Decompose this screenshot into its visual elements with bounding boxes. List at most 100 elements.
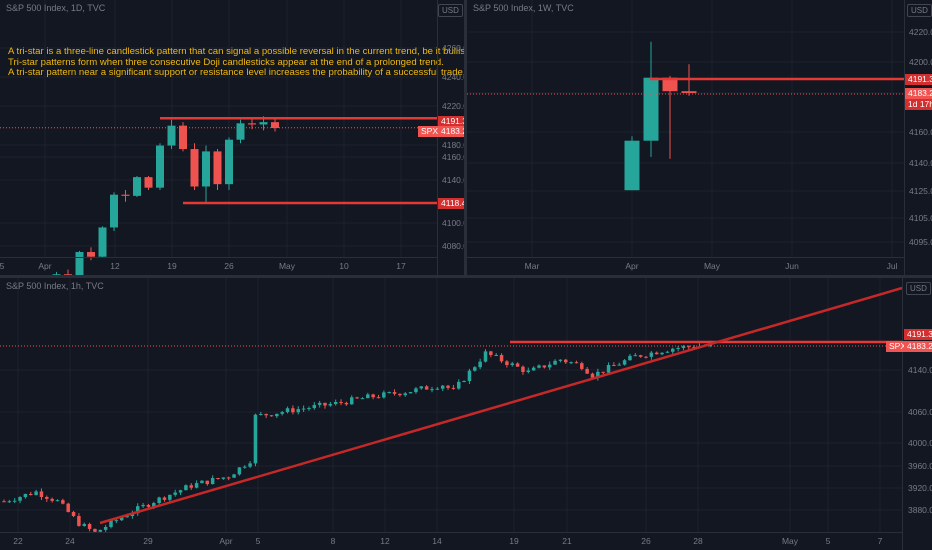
candle — [360, 398, 365, 400]
price-axis[interactable]: 4260.0 4240.0 4220.0 4180.0 4160.0 4140.… — [437, 0, 464, 275]
x-tick: Jul — [886, 261, 898, 271]
candle — [606, 365, 611, 373]
candle — [210, 478, 215, 485]
candle — [213, 151, 222, 185]
candle — [350, 397, 354, 405]
candle — [521, 366, 525, 372]
candle — [366, 394, 370, 399]
candle — [61, 500, 65, 504]
candle — [52, 274, 61, 275]
y-tick: 4160.0 — [442, 152, 464, 162]
candle — [553, 360, 557, 365]
last-price-tag: 4183.2 — [438, 126, 464, 137]
candle — [307, 408, 311, 410]
candle — [291, 408, 295, 413]
time-axis[interactable]: 22 24 29 Apr 5 8 12 14 19 21 26 28 May 5… — [0, 532, 902, 549]
y-tick: 4140.0 — [908, 365, 932, 375]
time-axis[interactable]: Mar Apr May Jun Jul — [467, 257, 904, 274]
y-tick: 4095.0 — [909, 237, 932, 247]
candle — [2, 501, 6, 503]
candle — [440, 385, 445, 389]
pane-separator-vertical[interactable] — [464, 0, 467, 275]
candle — [654, 352, 659, 355]
price-axis[interactable]: 4140.0 4060.0 4000.0 3960.0 3920.0 3880.… — [902, 278, 932, 550]
candle — [259, 122, 268, 125]
chart-pane-weekly[interactable]: S&P 500 Index, 1W, TVC USD 4220.0 4200.0… — [467, 0, 932, 275]
candle — [243, 466, 247, 468]
candle — [387, 392, 391, 394]
candle — [451, 387, 456, 389]
candle — [157, 497, 161, 504]
candle — [296, 409, 300, 413]
y-tick: 4105.0 — [909, 213, 932, 223]
candle — [200, 480, 204, 484]
candle — [574, 362, 579, 364]
candle — [18, 497, 22, 501]
currency-button[interactable]: USD — [907, 4, 932, 17]
candle — [547, 364, 552, 368]
candle — [692, 347, 696, 349]
candle — [312, 404, 317, 409]
x-tick: 5 — [825, 536, 831, 546]
candle — [333, 402, 338, 405]
candle — [168, 494, 172, 500]
y-tick: 4100.0 — [442, 218, 464, 228]
candle — [398, 393, 402, 396]
candle — [39, 491, 44, 497]
candle — [617, 364, 621, 366]
resistance-price-tag: 4191.3 — [905, 74, 932, 85]
time-axis[interactable]: 5 Apr 12 19 26 May 10 17 — [0, 257, 437, 274]
y-tick: 4000.0 — [908, 438, 932, 448]
price-axis[interactable]: 4220.0 4200.0 4160.0 4140.0 4125.0 4105.… — [904, 0, 932, 275]
chart-pane-daily[interactable]: S&P 500 Index, 1D, TVC USD A tri-star is… — [0, 0, 464, 275]
candle — [98, 529, 103, 532]
chart-pane-hourly[interactable]: S&P 500 Index, 1h, TVC USD 4140.0 4060.0… — [0, 278, 932, 550]
price-symbol-tag: SPX — [886, 341, 910, 352]
x-tick: 7 — [877, 536, 883, 546]
candle — [202, 151, 210, 187]
candle — [173, 492, 177, 495]
candle — [537, 365, 541, 368]
candle — [152, 503, 156, 507]
candle — [12, 500, 17, 502]
hourly-candlestick-chart[interactable] — [0, 278, 932, 550]
candle — [596, 371, 600, 378]
candle — [676, 347, 680, 349]
y-tick: 4200.0 — [909, 57, 932, 67]
candle — [344, 402, 349, 405]
chart-title: S&P 500 Index, 1h, TVC — [6, 281, 104, 291]
candle — [167, 125, 176, 146]
candle — [179, 125, 187, 150]
candle — [489, 351, 493, 356]
chart-title: S&P 500 Index, 1D, TVC — [6, 3, 106, 13]
candle — [569, 362, 573, 364]
candle — [55, 500, 60, 502]
candle — [457, 381, 461, 389]
currency-button[interactable]: USD — [906, 282, 931, 295]
daily-candlestick-chart[interactable] — [0, 0, 464, 275]
candle — [264, 413, 268, 416]
candle — [144, 177, 153, 188]
candle — [271, 122, 279, 128]
candle — [317, 402, 322, 405]
candle — [558, 359, 563, 361]
candle — [162, 497, 167, 500]
weekly-candlestick-chart[interactable] — [467, 0, 932, 275]
candle — [624, 140, 640, 191]
y-tick: 4220.0 — [909, 27, 932, 37]
pane-separator-horizontal[interactable] — [0, 275, 932, 278]
candle — [478, 361, 482, 368]
y-tick: 3880.0 — [908, 505, 932, 515]
candle — [408, 392, 413, 394]
candle — [269, 415, 274, 417]
candle — [66, 503, 70, 512]
y-tick: 4220.0 — [442, 101, 464, 111]
candle — [462, 380, 466, 382]
currency-button[interactable]: USD — [438, 4, 463, 17]
candle — [564, 359, 568, 363]
chart-title: S&P 500 Index, 1W, TVC — [473, 3, 574, 13]
candle — [114, 520, 119, 522]
candle — [424, 386, 429, 390]
last-price-tag: 4183.2 — [904, 341, 932, 352]
candle — [601, 371, 605, 373]
